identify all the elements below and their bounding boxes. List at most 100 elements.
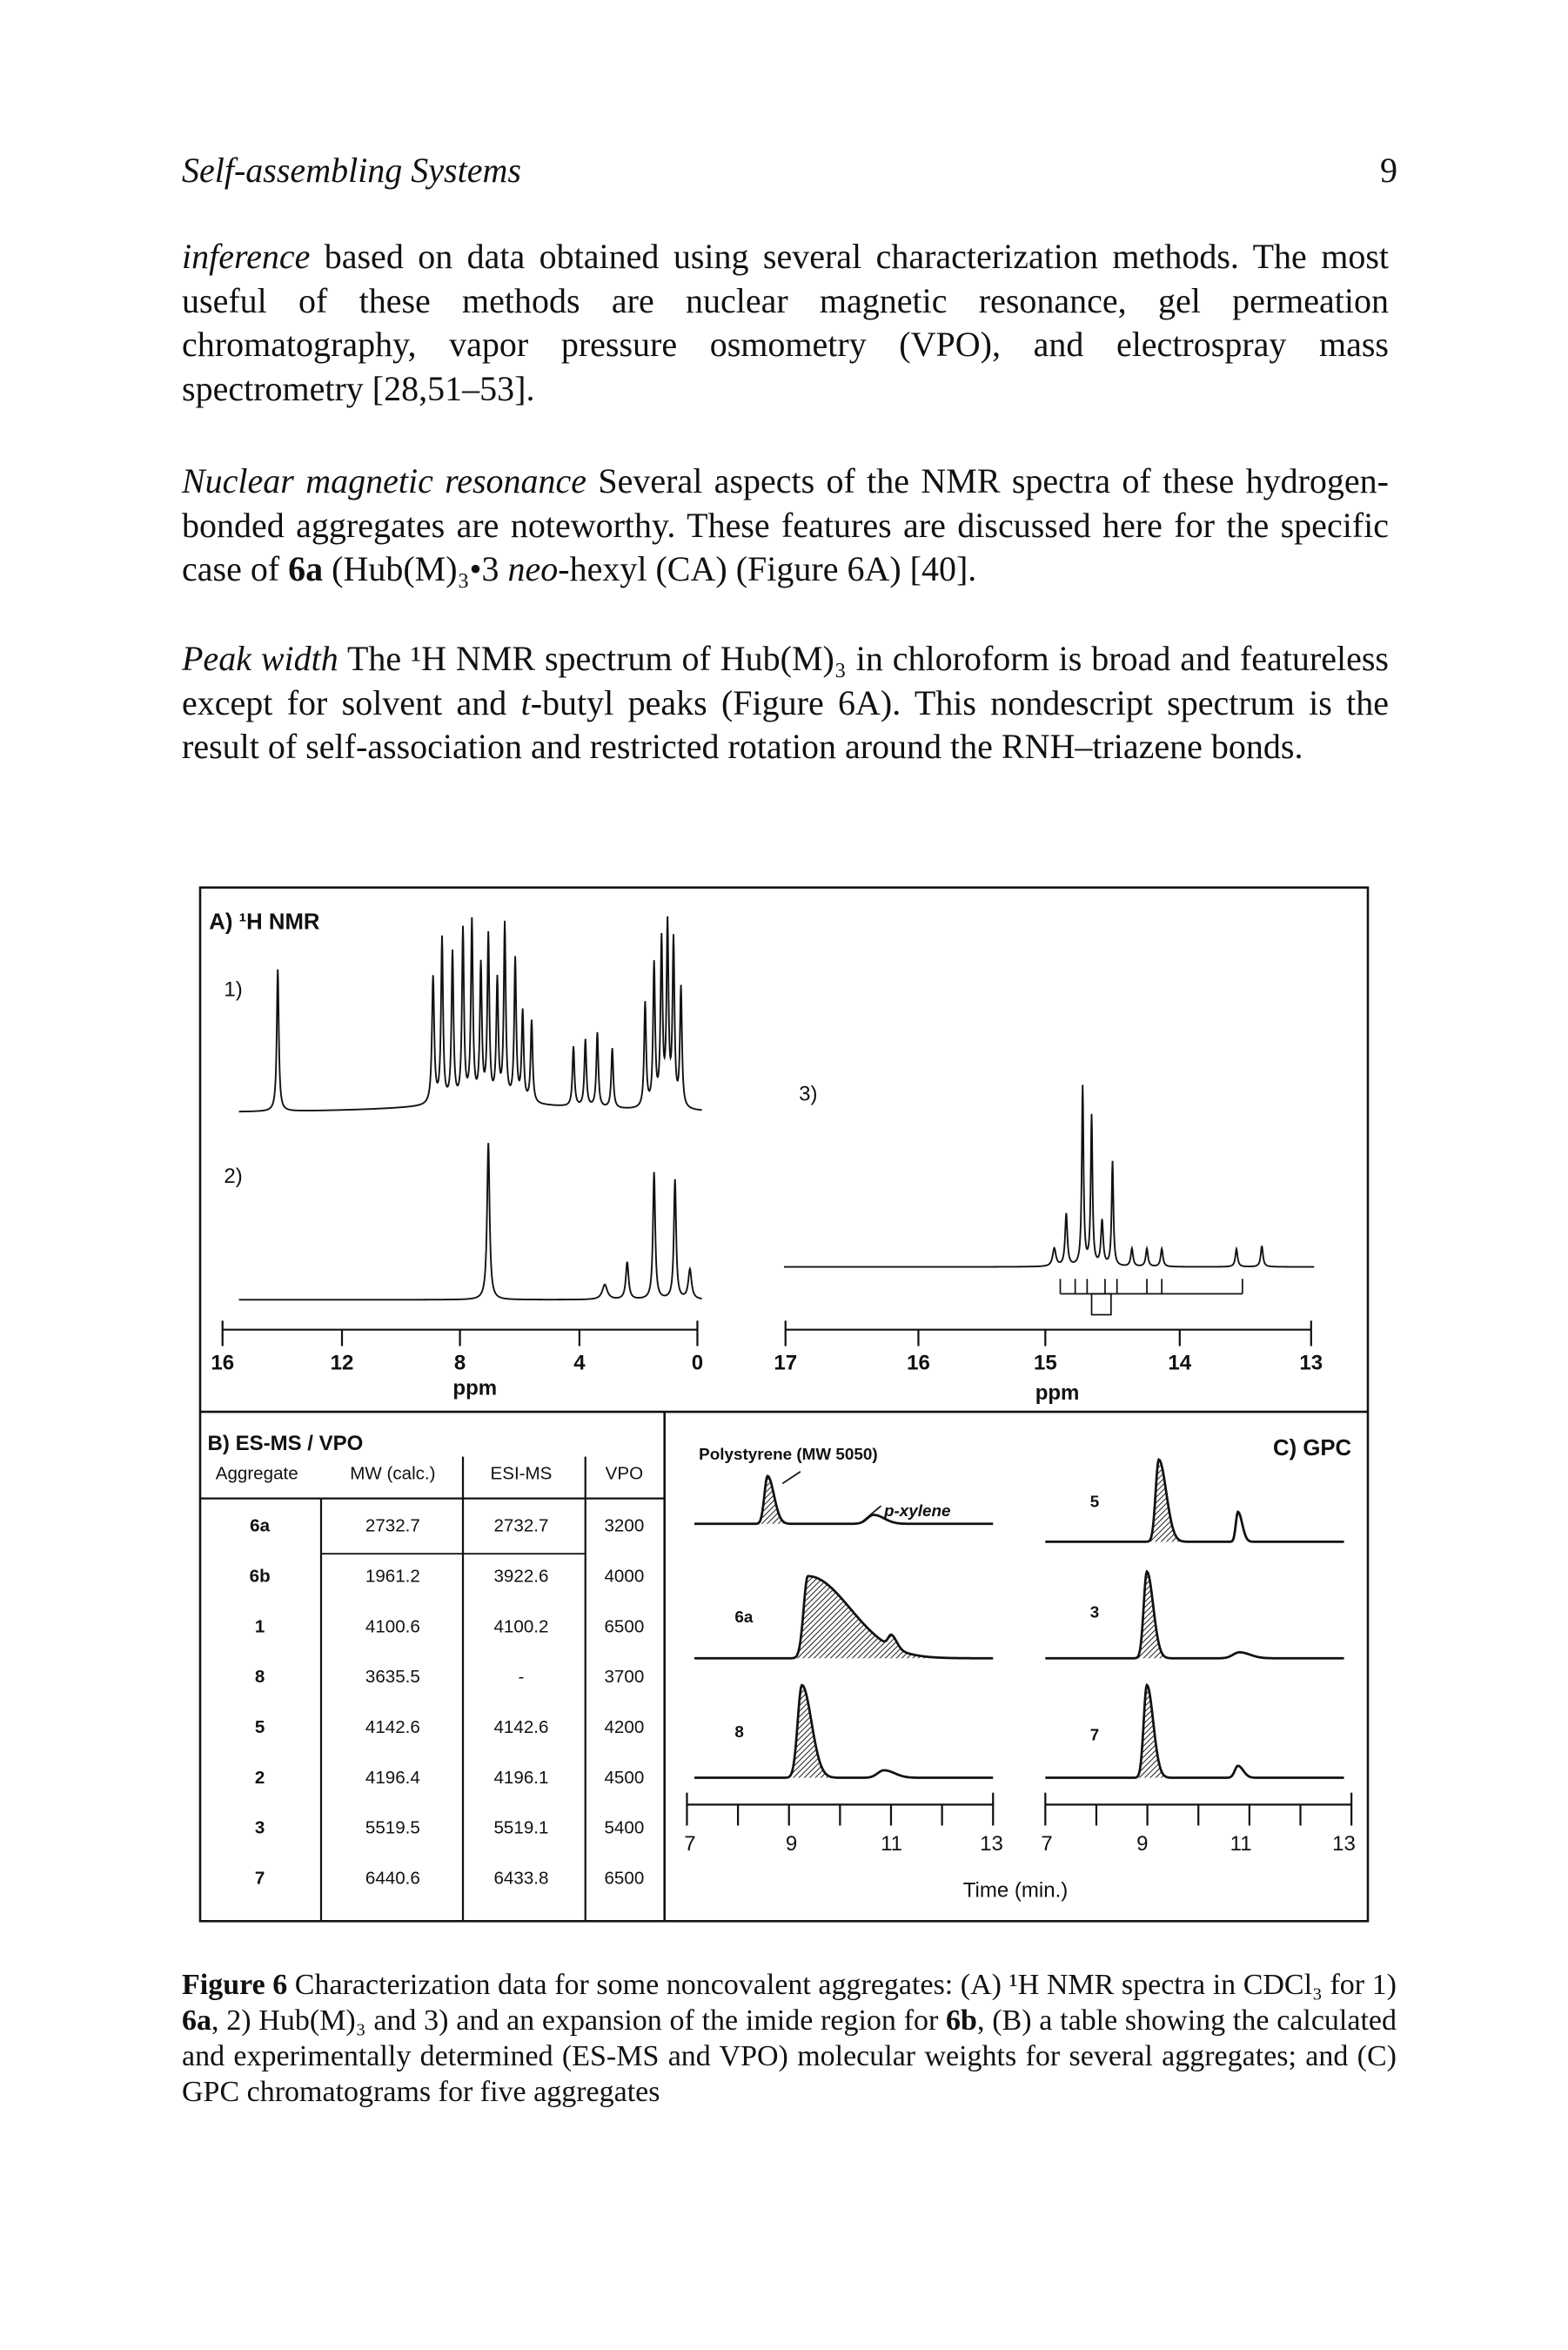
table-cell: 4100.2 — [493, 1616, 548, 1636]
table-cell: 8 — [255, 1667, 265, 1687]
figure-frame — [198, 886, 1370, 1923]
table-cell: 3700 — [604, 1667, 644, 1687]
page-number: 9 — [1380, 151, 1397, 190]
bold-text: 6a — [288, 549, 324, 588]
trace-label: 6a — [734, 1608, 753, 1626]
axis-tick-label: 16 — [211, 1352, 234, 1375]
spectrum-label: 3) — [799, 1083, 817, 1106]
table-cell: 4196.4 — [365, 1768, 420, 1788]
paragraph: Peak width The ¹H NMR spectrum of Hub(M)… — [182, 637, 1389, 769]
axis-label: ppm — [452, 1377, 497, 1400]
table-cell: 5519.1 — [493, 1818, 548, 1838]
spectrum-label: 1) — [224, 977, 242, 1001]
table-cell: 7 — [255, 1868, 265, 1888]
panel-title: C) GPC — [1273, 1436, 1351, 1460]
table-cell: 5 — [255, 1717, 265, 1737]
text-run: , (B) a table showing the calculated and… — [182, 2004, 1397, 2108]
peak-hatch — [756, 1475, 790, 1524]
peak-hatch — [1136, 1571, 1169, 1659]
table-cell: 3922.6 — [493, 1566, 548, 1586]
axis-tick-label: 11 — [1230, 1832, 1252, 1856]
text-run: The ¹H NMR spectrum of Hub(M)₃ in chloro… — [182, 639, 1389, 722]
table-cell: 4000 — [604, 1566, 644, 1586]
table-cell: 6500 — [604, 1616, 644, 1636]
axis-tick-label: 9 — [1136, 1832, 1148, 1856]
peak-hatch — [793, 1575, 958, 1659]
nmr-spectrum — [238, 916, 702, 1113]
spectrum-label: 2) — [224, 1165, 242, 1188]
axis-tick-label: 17 — [774, 1352, 797, 1375]
text-run: based on data obtained using several cha… — [182, 237, 1389, 408]
italic-text: Peak width — [182, 639, 338, 678]
chromatogram — [1045, 1569, 1344, 1660]
italic-text: neo — [507, 549, 559, 588]
trace-label: 8 — [734, 1722, 744, 1741]
table-cell: 4500 — [604, 1768, 644, 1788]
nmr-spectrum — [784, 1084, 1315, 1268]
table-cell: 5400 — [604, 1818, 644, 1838]
axis-tick-label: 7 — [684, 1832, 695, 1856]
column-header: MW (calc.) — [350, 1464, 435, 1484]
column-header: VPO — [606, 1464, 643, 1484]
table-cell: 6433.8 — [493, 1868, 548, 1888]
table-cell: 3200 — [604, 1516, 644, 1536]
italic-text: t — [520, 682, 531, 722]
text-run: -butyl peaks (Figure 6A). This nondescri… — [182, 682, 1389, 767]
text-run: , 2) Hub(M)₃ and 3) and an expansion of … — [211, 2004, 947, 2037]
axis-tick-label: 9 — [786, 1832, 797, 1856]
trace-label: p-xylene — [883, 1501, 951, 1520]
table-cell: 6440.6 — [365, 1868, 420, 1888]
table-cell: 3635.5 — [365, 1667, 420, 1687]
figure-caption: Figure 6 Characterization data for some … — [182, 1967, 1397, 2110]
table-cell: 2732.7 — [365, 1516, 420, 1536]
axis-tick-label: 13 — [980, 1832, 1003, 1856]
trace-label: 3 — [1090, 1603, 1100, 1622]
running-title: Self-assembling Systems — [182, 151, 521, 190]
bold-text: 6b — [946, 2004, 977, 2037]
panel-title: B) ES-MS / VPO — [208, 1432, 364, 1455]
axis-label: ppm — [1035, 1381, 1080, 1405]
paragraph: Nuclear magnetic resonance Several aspec… — [182, 460, 1389, 592]
axis-tick-label: 7 — [1041, 1832, 1052, 1856]
table-cell: 6b — [250, 1566, 271, 1586]
table-cell: 6a — [250, 1516, 270, 1536]
bold-text: Figure 6 — [182, 1969, 288, 2001]
axis-tick-label: 8 — [454, 1352, 466, 1375]
chromatogram — [694, 1683, 994, 1779]
table-cell: 4142.6 — [365, 1717, 420, 1737]
bracket-box — [1090, 1292, 1112, 1316]
peak-hatch — [1136, 1685, 1169, 1778]
trace-label: Polystyrene (MW 5050) — [699, 1445, 877, 1463]
trace-label: 7 — [1090, 1725, 1100, 1743]
table-cell: 1 — [255, 1616, 265, 1636]
axis-tick-label: 4 — [573, 1352, 586, 1375]
table-cell: 3 — [255, 1818, 265, 1838]
axis-tick-label: 16 — [907, 1352, 930, 1375]
table-cell: 4196.1 — [493, 1768, 548, 1788]
axis-tick-label: 15 — [1034, 1352, 1057, 1375]
table-cell: 2732.7 — [493, 1516, 548, 1536]
axis-tick-label: 13 — [1299, 1352, 1323, 1375]
pointer — [781, 1471, 882, 1522]
table-cell: 5519.5 — [365, 1818, 420, 1838]
text-run: (Hub(M)₃•3 — [323, 549, 508, 588]
bold-text: 6a — [182, 2004, 211, 2037]
chromatogram — [1045, 1682, 1344, 1779]
axis-tick-label: 13 — [1332, 1832, 1356, 1856]
table-cell: 4200 — [604, 1717, 644, 1737]
axis-tick-label: 14 — [1168, 1352, 1191, 1375]
axis-tick-label: 12 — [331, 1352, 354, 1375]
text-run: -hexyl (CA) (Figure 6A) [40]. — [558, 549, 977, 588]
italic-text: inference — [182, 237, 311, 276]
chromatogram — [694, 1474, 994, 1526]
column-header: Aggregate — [216, 1464, 298, 1484]
table-cell: 2 — [255, 1768, 265, 1788]
table-cell: - — [519, 1667, 525, 1687]
chromatogram — [694, 1574, 994, 1660]
panel-title: A) ¹H NMR — [209, 910, 320, 935]
table-cell: 1961.2 — [365, 1566, 420, 1586]
trace-label: 5 — [1090, 1493, 1100, 1511]
